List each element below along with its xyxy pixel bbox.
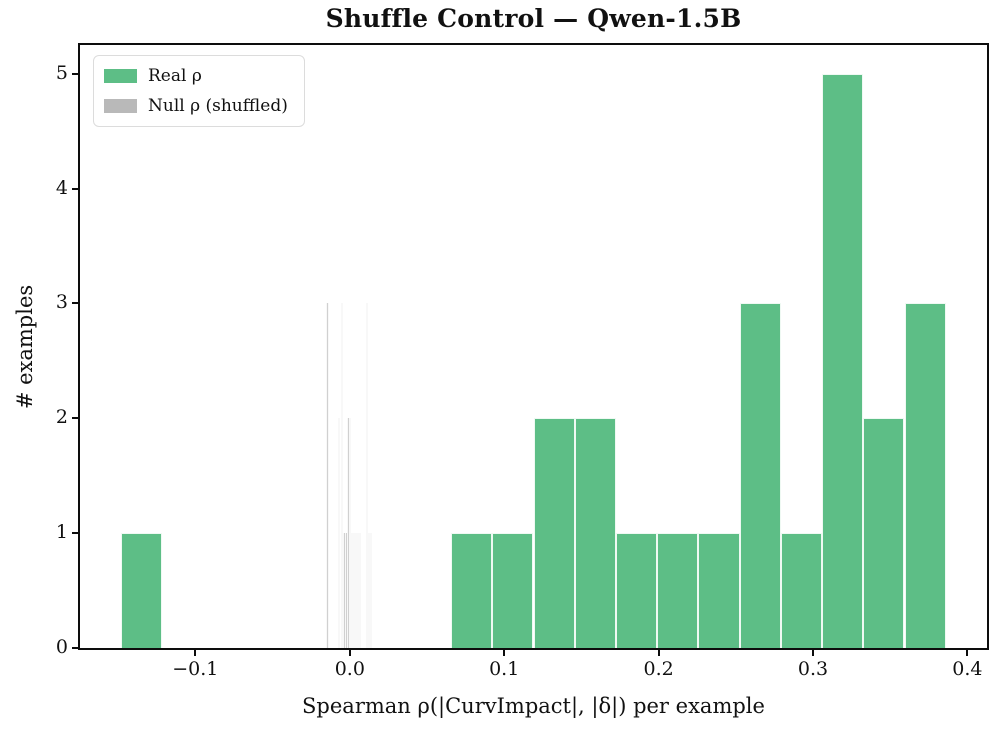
histogram-bar-null: [350, 533, 353, 648]
x-tick-mark: [812, 650, 814, 656]
x-tick-label: 0.2: [643, 658, 674, 680]
legend-label: Null ρ (shuffled): [148, 96, 288, 116]
legend: Real ρ Null ρ (shuffled): [93, 55, 305, 127]
histogram-bar-real: [533, 418, 575, 648]
histogram-bar-null: [343, 533, 346, 648]
x-tick-mark: [966, 650, 969, 656]
plot-area: Real ρ Null ρ (shuffled): [78, 43, 989, 650]
legend-item-0: Real ρ: [104, 64, 288, 88]
histogram-bar-real: [121, 533, 163, 648]
histogram-bar-null: [341, 303, 344, 648]
y-axis-label: # examples: [0, 45, 50, 648]
histogram-bar-null: [358, 533, 361, 648]
x-tick-mark: [194, 650, 197, 656]
histogram-bar-real: [904, 303, 946, 648]
x-tick-mark: [348, 650, 351, 656]
x-tick-label: 0.3: [797, 658, 829, 680]
histogram-bar-real: [616, 533, 658, 648]
histogram-bar-null: [370, 533, 373, 648]
histogram-bar-real: [863, 418, 905, 648]
histogram-bar-null: [337, 418, 340, 648]
legend-swatch-real: [104, 69, 137, 83]
histogram-bar-real: [451, 533, 493, 648]
histogram-bar-real: [822, 73, 864, 648]
x-tick-mark: [657, 650, 660, 656]
x-tick-label: 0.4: [952, 658, 983, 680]
histogram-bar-null: [347, 418, 350, 648]
x-tick-label: −0.1: [172, 658, 219, 680]
histogram-bar-real: [739, 303, 781, 648]
legend-swatch-null: [104, 99, 137, 113]
histogram-bar-null: [354, 533, 357, 648]
histogram-bar-null: [352, 533, 355, 648]
histogram-bar-real: [492, 533, 534, 648]
bars-layer: [80, 45, 987, 648]
histogram-bar-real: [574, 418, 616, 648]
histogram-bar-null: [368, 533, 371, 648]
histogram-bar-null: [356, 533, 359, 648]
x-tick-mark: [503, 650, 506, 656]
y-axis-label-text: # examples: [13, 284, 37, 409]
histogram-bar-null: [326, 303, 329, 648]
chart-title: Shuffle Control — Qwen-1.5B: [325, 4, 742, 33]
x-axis-label: Spearman ρ(|CurvImpact|, |δ|) per exampl…: [302, 694, 765, 718]
x-tick-label: 0.0: [334, 658, 365, 680]
x-tick-label: 0.1: [489, 658, 520, 680]
histogram-bar-real: [698, 533, 740, 648]
legend-label: Real ρ: [148, 66, 202, 86]
histogram-bar-null: [365, 303, 368, 648]
histogram-bar-real: [657, 533, 699, 648]
histogram-bar-real: [780, 533, 823, 648]
legend-item-1: Null ρ (shuffled): [104, 94, 288, 118]
histogram-bar-null: [345, 533, 348, 648]
